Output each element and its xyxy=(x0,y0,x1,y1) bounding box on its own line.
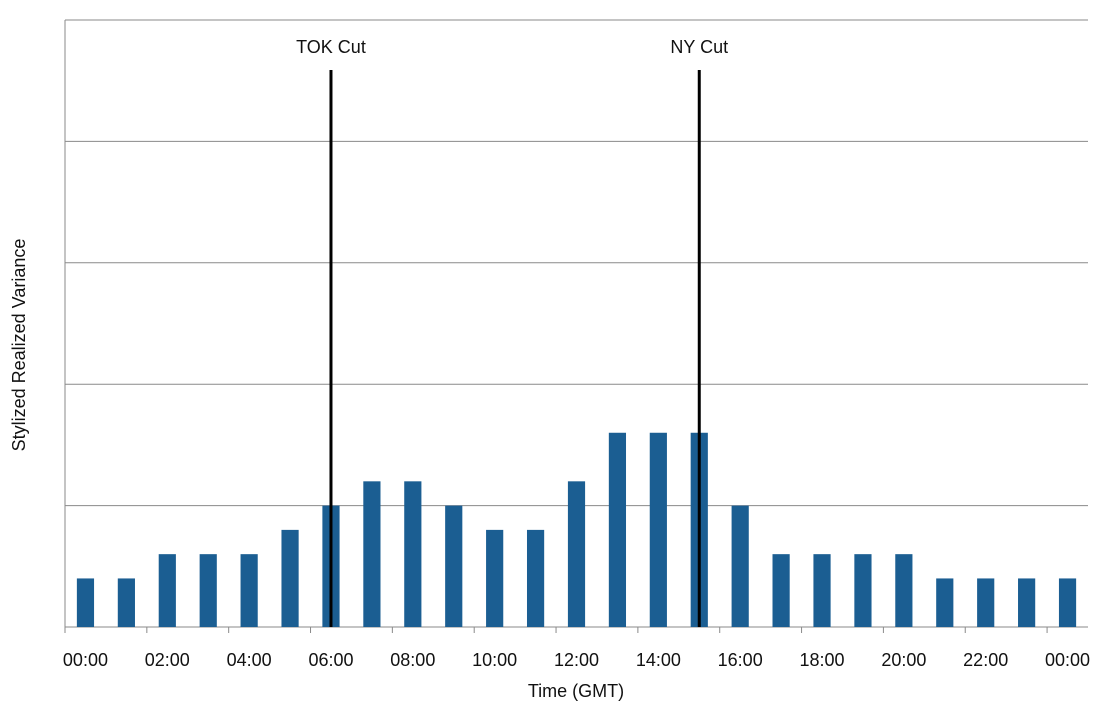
x-tick-label: 12:00 xyxy=(554,650,599,670)
bar xyxy=(567,481,586,627)
x-tick-label: 00:00 xyxy=(1045,650,1090,670)
bar xyxy=(813,554,831,627)
x-tick-label: 22:00 xyxy=(963,650,1008,670)
x-axis-title: Time (GMT) xyxy=(528,681,624,701)
x-tick-label: 10:00 xyxy=(472,650,517,670)
x-tick-label: 20:00 xyxy=(881,650,926,670)
bar xyxy=(608,432,627,627)
bar xyxy=(1058,578,1077,627)
bar xyxy=(445,505,463,627)
bar xyxy=(772,554,790,627)
annotation-label: TOK Cut xyxy=(296,37,366,57)
bar xyxy=(199,554,217,627)
bar xyxy=(731,505,749,627)
x-tick-label: 06:00 xyxy=(308,650,353,670)
bar xyxy=(158,554,176,627)
x-tick-label: 14:00 xyxy=(636,650,681,670)
bar xyxy=(281,529,299,627)
bar xyxy=(1018,578,1036,627)
bar xyxy=(936,578,954,627)
bar xyxy=(649,432,667,627)
y-axis-title: Stylized Realized Variance xyxy=(9,239,29,452)
bar xyxy=(977,578,995,627)
bar xyxy=(526,529,545,627)
bar xyxy=(363,481,381,627)
bar xyxy=(854,554,872,627)
bar xyxy=(404,481,422,627)
x-tick-label: 16:00 xyxy=(718,650,763,670)
x-tick-label: 18:00 xyxy=(799,650,844,670)
x-tick-label: 04:00 xyxy=(227,650,272,670)
bar xyxy=(240,554,258,627)
x-tick-label: 00:00 xyxy=(63,650,108,670)
bar xyxy=(895,554,913,627)
annotation-label: NY Cut xyxy=(670,37,728,57)
bar xyxy=(486,529,504,627)
x-tick-label: 02:00 xyxy=(145,650,190,670)
x-tick-label: 08:00 xyxy=(390,650,435,670)
bar xyxy=(117,578,135,627)
bar xyxy=(76,578,95,627)
